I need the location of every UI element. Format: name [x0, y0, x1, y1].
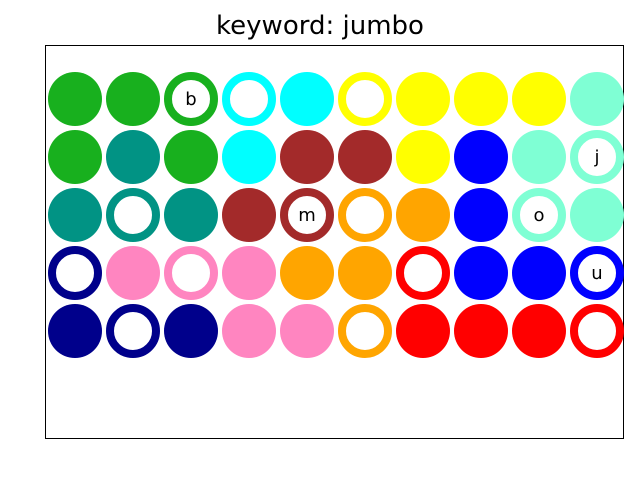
filled-cell[interactable] [338, 130, 392, 184]
filled-cell[interactable] [164, 130, 218, 184]
filled-cell[interactable] [396, 188, 450, 242]
ring-cell[interactable] [338, 304, 392, 358]
filled-cell[interactable] [454, 188, 508, 242]
filled-cell[interactable] [396, 304, 450, 358]
filled-cell[interactable] [454, 246, 508, 300]
filled-cell[interactable] [222, 188, 276, 242]
ring-cell[interactable]: j [570, 130, 624, 184]
ring-cell[interactable] [222, 72, 276, 126]
ring-cell[interactable]: u [570, 246, 624, 300]
filled-cell[interactable] [454, 130, 508, 184]
filled-cell[interactable] [106, 246, 160, 300]
ring-cell[interactable] [570, 304, 624, 358]
ring-cell[interactable]: o [512, 188, 566, 242]
filled-cell[interactable] [280, 72, 334, 126]
filled-cell[interactable] [512, 246, 566, 300]
filled-cell[interactable] [106, 72, 160, 126]
filled-cell[interactable] [280, 130, 334, 184]
filled-cell[interactable] [164, 304, 218, 358]
ring-cell[interactable] [396, 246, 450, 300]
filled-cell[interactable] [48, 304, 102, 358]
ring-cell[interactable] [164, 246, 218, 300]
page-title: keyword: jumbo [216, 11, 424, 41]
filled-cell[interactable] [164, 188, 218, 242]
filled-cell[interactable] [48, 130, 102, 184]
ring-cell[interactable]: m [280, 188, 334, 242]
ring-cell[interactable] [106, 188, 160, 242]
filled-cell[interactable] [512, 304, 566, 358]
filled-cell[interactable] [570, 188, 624, 242]
filled-cell[interactable] [570, 72, 624, 126]
filled-cell[interactable] [222, 130, 276, 184]
ring-cell[interactable] [338, 72, 392, 126]
ring-cell[interactable]: b [164, 72, 218, 126]
ring-cell[interactable] [48, 246, 102, 300]
filled-cell[interactable] [338, 246, 392, 300]
filled-cell[interactable] [396, 130, 450, 184]
filled-cell[interactable] [512, 72, 566, 126]
filled-cell[interactable] [222, 246, 276, 300]
filled-cell[interactable] [222, 304, 276, 358]
filled-cell[interactable] [106, 130, 160, 184]
filled-cell[interactable] [280, 246, 334, 300]
filled-cell[interactable] [48, 72, 102, 126]
filled-cell[interactable] [512, 130, 566, 184]
filled-cell[interactable] [396, 72, 450, 126]
filled-cell[interactable] [454, 72, 508, 126]
filled-cell[interactable] [454, 304, 508, 358]
filled-cell[interactable] [48, 188, 102, 242]
ring-cell[interactable] [106, 304, 160, 358]
filled-cell[interactable] [280, 304, 334, 358]
ring-cell[interactable] [338, 188, 392, 242]
